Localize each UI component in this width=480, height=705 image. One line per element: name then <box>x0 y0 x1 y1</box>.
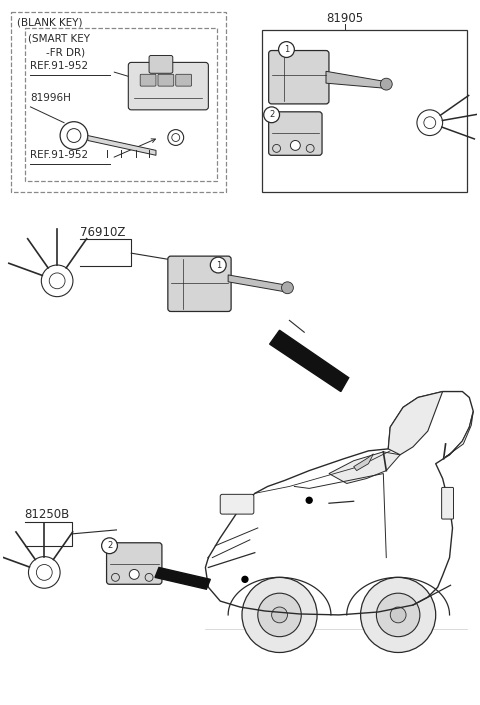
Text: (BLANK KEY): (BLANK KEY) <box>17 18 82 28</box>
Polygon shape <box>388 391 443 455</box>
Circle shape <box>258 593 301 637</box>
Bar <box>262 30 468 192</box>
Text: 1: 1 <box>284 45 289 54</box>
Circle shape <box>273 145 280 152</box>
Circle shape <box>380 78 392 90</box>
FancyBboxPatch shape <box>140 74 156 86</box>
FancyBboxPatch shape <box>107 543 162 584</box>
Polygon shape <box>155 568 210 589</box>
Text: 2: 2 <box>107 541 112 550</box>
Circle shape <box>102 538 118 553</box>
FancyBboxPatch shape <box>176 74 192 86</box>
Polygon shape <box>270 330 349 391</box>
Circle shape <box>111 573 120 582</box>
Text: 1: 1 <box>216 261 221 269</box>
Circle shape <box>376 593 420 637</box>
Circle shape <box>210 257 226 273</box>
Text: REF.91-952: REF.91-952 <box>30 150 89 160</box>
Circle shape <box>272 607 288 623</box>
Circle shape <box>278 42 294 57</box>
FancyBboxPatch shape <box>158 74 174 86</box>
Text: 81905: 81905 <box>326 12 363 25</box>
Polygon shape <box>88 135 156 155</box>
Circle shape <box>145 573 153 582</box>
Text: 76910Z: 76910Z <box>80 226 125 240</box>
Polygon shape <box>326 71 384 88</box>
Polygon shape <box>329 452 400 484</box>
Circle shape <box>360 577 436 653</box>
Circle shape <box>129 570 139 580</box>
FancyBboxPatch shape <box>128 63 208 110</box>
Bar <box>11 12 226 192</box>
Circle shape <box>290 140 300 150</box>
Polygon shape <box>445 411 473 457</box>
Circle shape <box>264 107 279 123</box>
FancyBboxPatch shape <box>269 112 322 155</box>
Polygon shape <box>228 275 285 292</box>
Bar <box>24 27 217 181</box>
Circle shape <box>242 577 248 582</box>
Text: 81996H: 81996H <box>30 93 72 103</box>
Text: REF.91-952: REF.91-952 <box>30 61 89 71</box>
FancyBboxPatch shape <box>269 51 329 104</box>
FancyBboxPatch shape <box>220 494 254 514</box>
Circle shape <box>242 577 317 653</box>
Circle shape <box>306 497 312 503</box>
Circle shape <box>390 607 406 623</box>
FancyBboxPatch shape <box>168 256 231 312</box>
Text: -FR DR): -FR DR) <box>46 47 85 58</box>
Text: (SMART KEY: (SMART KEY <box>28 34 90 44</box>
Circle shape <box>306 145 314 152</box>
Circle shape <box>281 282 293 294</box>
Text: 2: 2 <box>269 110 274 119</box>
Polygon shape <box>354 454 373 471</box>
FancyBboxPatch shape <box>149 56 173 73</box>
Text: 81250B: 81250B <box>24 508 70 521</box>
FancyBboxPatch shape <box>442 487 454 519</box>
